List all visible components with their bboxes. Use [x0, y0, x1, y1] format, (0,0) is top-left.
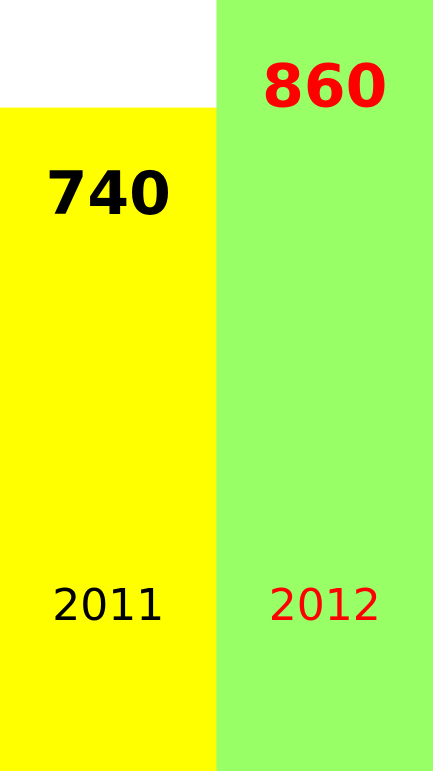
bar: [216, 0, 433, 771]
bar: [0, 107, 217, 771]
value-label: 860: [262, 52, 387, 122]
value-label: 740: [46, 159, 171, 229]
category-label: 2011: [52, 580, 164, 631]
category-label: 2012: [269, 580, 381, 631]
